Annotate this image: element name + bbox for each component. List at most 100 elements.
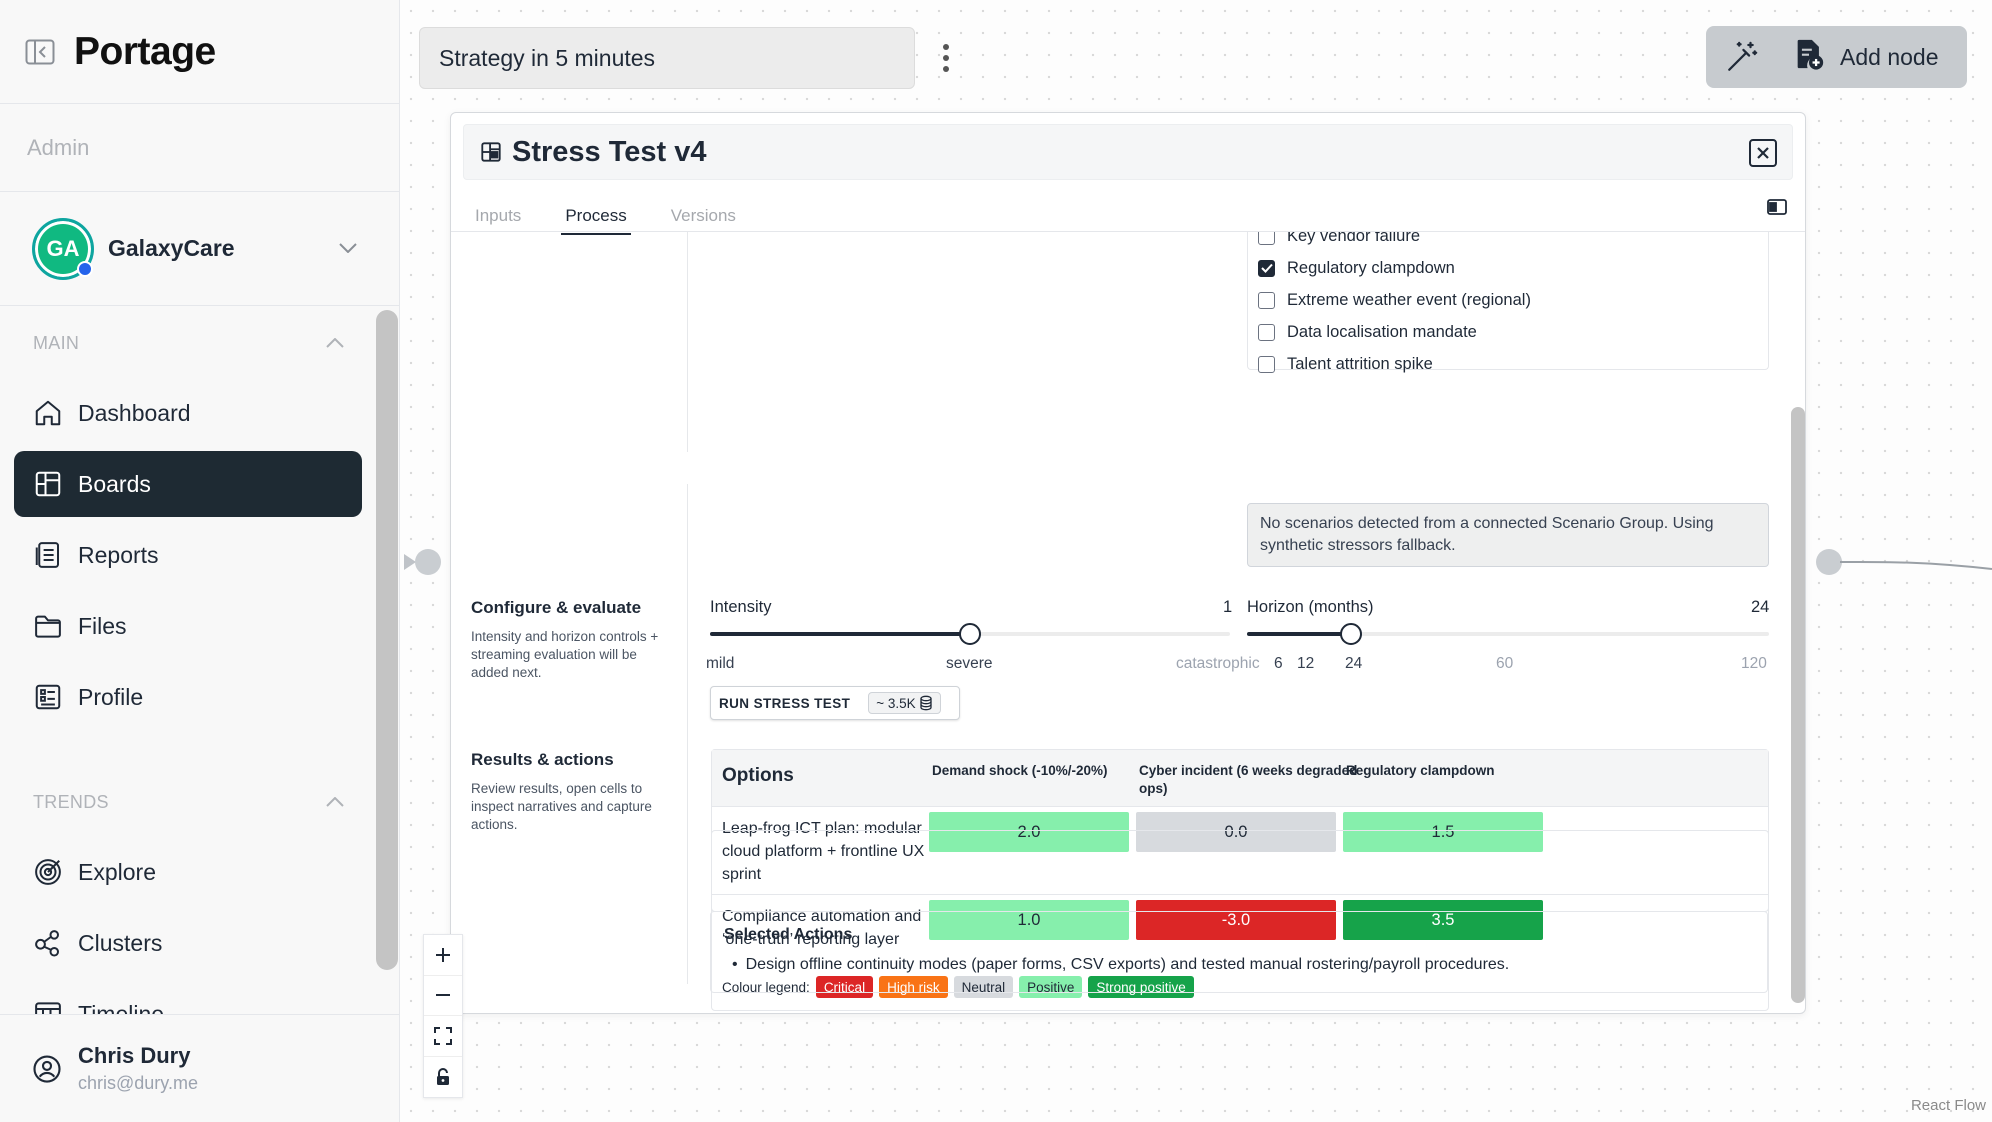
sidebar-item-dashboard[interactable]: Dashboard [14, 380, 362, 446]
result-cell[interactable]: 3.5 [1343, 900, 1543, 940]
status-dot [77, 260, 93, 277]
home-icon [32, 397, 64, 429]
zoom-out-icon[interactable] [424, 976, 462, 1016]
board-title-input[interactable]: Strategy in 5 minutes [419, 27, 915, 89]
selected-actions [711, 830, 1769, 912]
zoom-in-icon[interactable] [424, 935, 462, 976]
node-scrollbar[interactable] [1791, 407, 1805, 1007]
column-header-regulatory: Regulatory clampdown [1346, 763, 1495, 778]
tab-versions[interactable]: Versions [670, 206, 736, 225]
results-section-label: Results & actions Review results, open c… [471, 750, 671, 834]
magic-wand-icon[interactable] [1706, 26, 1778, 88]
sidebar-item-files[interactable]: Files [14, 593, 362, 659]
coins-icon [920, 695, 932, 711]
stress-test-node[interactable]: Stress Test v4 Inputs Process Versions K… [450, 112, 1806, 1014]
node-input-handle[interactable] [415, 549, 441, 575]
reports-icon [32, 539, 64, 571]
intensity-slider-fill [710, 632, 970, 636]
lock-icon[interactable] [424, 1057, 462, 1097]
boards-icon [32, 468, 64, 500]
sidebar-item-explore[interactable]: Explore [14, 839, 362, 905]
sidebar-nav: MAIN Dashboard Boards Reports Files [0, 306, 376, 1014]
node-scrollbar-thumb[interactable] [1791, 407, 1805, 1003]
more-options-icon[interactable] [936, 40, 956, 76]
collapse-sidebar-icon[interactable] [24, 36, 56, 68]
option-label: Leap-frog ICT plan: modular cloud platfo… [722, 820, 925, 883]
sidebar-item-label: Dashboard [78, 399, 191, 426]
sidebar: Portage Admin GA GalaxyCare MAIN Dashboa… [0, 0, 400, 1122]
intensity-tick-mild: mild [706, 655, 735, 672]
app-logo: Portage [74, 29, 216, 73]
sidebar-item-label: Boards [78, 470, 151, 497]
legend-label: Colour legend: [722, 979, 810, 995]
result-cell[interactable]: -3.0 [1136, 900, 1336, 940]
action-text: Design offline continuity modes (paper f… [745, 956, 1510, 973]
result-cell[interactable]: 1.5 [1343, 812, 1543, 852]
result-cell[interactable]: 1.0 [929, 900, 1129, 940]
run-stress-test-button[interactable]: RUN STRESS TEST ~ 3.5K [710, 686, 960, 720]
sidebar-item-reports[interactable]: Reports [14, 522, 362, 588]
horizon-slider[interactable] [1247, 623, 1769, 645]
tab-process[interactable]: Process [561, 193, 632, 239]
section-trends[interactable]: TRENDS [0, 765, 376, 839]
sidebar-scrollbar-thumb[interactable] [376, 310, 398, 970]
stressor-label: Talent attrition spike [1287, 354, 1433, 373]
fit-view-icon[interactable] [424, 1016, 462, 1057]
sidebar-scrollbar[interactable] [376, 310, 398, 1010]
sidebar-item-boards[interactable]: Boards [14, 451, 362, 517]
run-button-label: RUN STRESS TEST [719, 695, 851, 711]
sidebar-header: Portage [0, 0, 399, 104]
checkbox[interactable] [1258, 291, 1275, 309]
user-circle-icon [32, 1054, 62, 1084]
node-tabs: Inputs Process Versions [471, 193, 776, 239]
intensity-slider-thumb[interactable] [959, 623, 981, 645]
org-initials: GA [46, 235, 80, 261]
configure-title: Configure & evaluate [471, 598, 642, 617]
close-icon[interactable] [1749, 139, 1777, 167]
stressor-item[interactable]: Regulatory clampdown [1258, 252, 1758, 284]
cost-badge: ~ 3.5K [868, 692, 941, 714]
nav-gap [0, 735, 376, 765]
panel-toggle-icon[interactable] [1767, 199, 1787, 220]
react-flow-attribution[interactable]: React Flow [1910, 1097, 1986, 1114]
checkbox-checked[interactable] [1258, 259, 1275, 277]
intensity-tick-severe: severe [946, 655, 993, 672]
stressor-item[interactable]: Extreme weather event (regional) [1258, 284, 1758, 316]
chevron-down-icon[interactable] [339, 240, 357, 258]
section-main[interactable]: MAIN [0, 306, 376, 380]
sidebar-item-timeline[interactable]: Timeline [14, 981, 362, 1014]
checkbox[interactable] [1258, 323, 1275, 341]
node-title: Stress Test v4 [512, 135, 707, 168]
horizon-slider-thumb[interactable] [1340, 623, 1363, 645]
table-row: Leap-frog ICT plan: modular cloud platfo… [712, 806, 1768, 894]
checkbox[interactable] [1258, 355, 1275, 373]
horizon-value: 24 [1751, 598, 1770, 616]
stressor-item[interactable]: Data localisation mandate [1258, 316, 1758, 348]
role-label: Admin [0, 104, 399, 192]
add-node-button[interactable]: Add node [1792, 37, 1938, 77]
stressor-item[interactable]: Key vendor failure [1258, 232, 1758, 252]
selected-actions-panel: Selected Actions • Design offline contin… [710, 911, 1768, 993]
org-switcher[interactable]: GA GalaxyCare [0, 192, 399, 306]
board-title-text: Strategy in 5 minutes [439, 44, 656, 71]
action-item[interactable]: • Design offline continuity modes (paper… [724, 956, 1754, 974]
column-divider [687, 232, 688, 452]
stressor-item[interactable]: Talent attrition spike [1258, 348, 1758, 380]
stressor-label: Extreme weather event (regional) [1287, 290, 1531, 309]
chevron-up-icon[interactable] [326, 338, 344, 348]
tab-inputs[interactable]: Inputs [475, 206, 522, 225]
result-cell[interactable]: 2.0 [929, 812, 1129, 852]
results-header-row: Options Demand shock (-10%/-20%) Cyber i… [712, 750, 1768, 806]
explore-icon [32, 856, 64, 888]
chevron-up-icon[interactable] [326, 797, 344, 807]
sidebar-item-clusters[interactable]: Clusters [14, 910, 362, 976]
checkbox[interactable] [1258, 232, 1275, 245]
configure-section-label: Configure & evaluate Intensity and horiz… [471, 598, 671, 682]
node-output-handle[interactable] [1816, 549, 1842, 575]
sidebar-item-profile[interactable]: Profile [14, 664, 362, 730]
user-profile[interactable]: Chris Dury chris@dury.me [0, 1014, 400, 1122]
intensity-slider[interactable] [710, 623, 1230, 645]
node-body: Key vendor failure Regulatory clampdown … [451, 232, 1791, 1013]
result-cell[interactable]: 0.0 [1136, 812, 1336, 852]
node-type-icon [480, 141, 502, 163]
